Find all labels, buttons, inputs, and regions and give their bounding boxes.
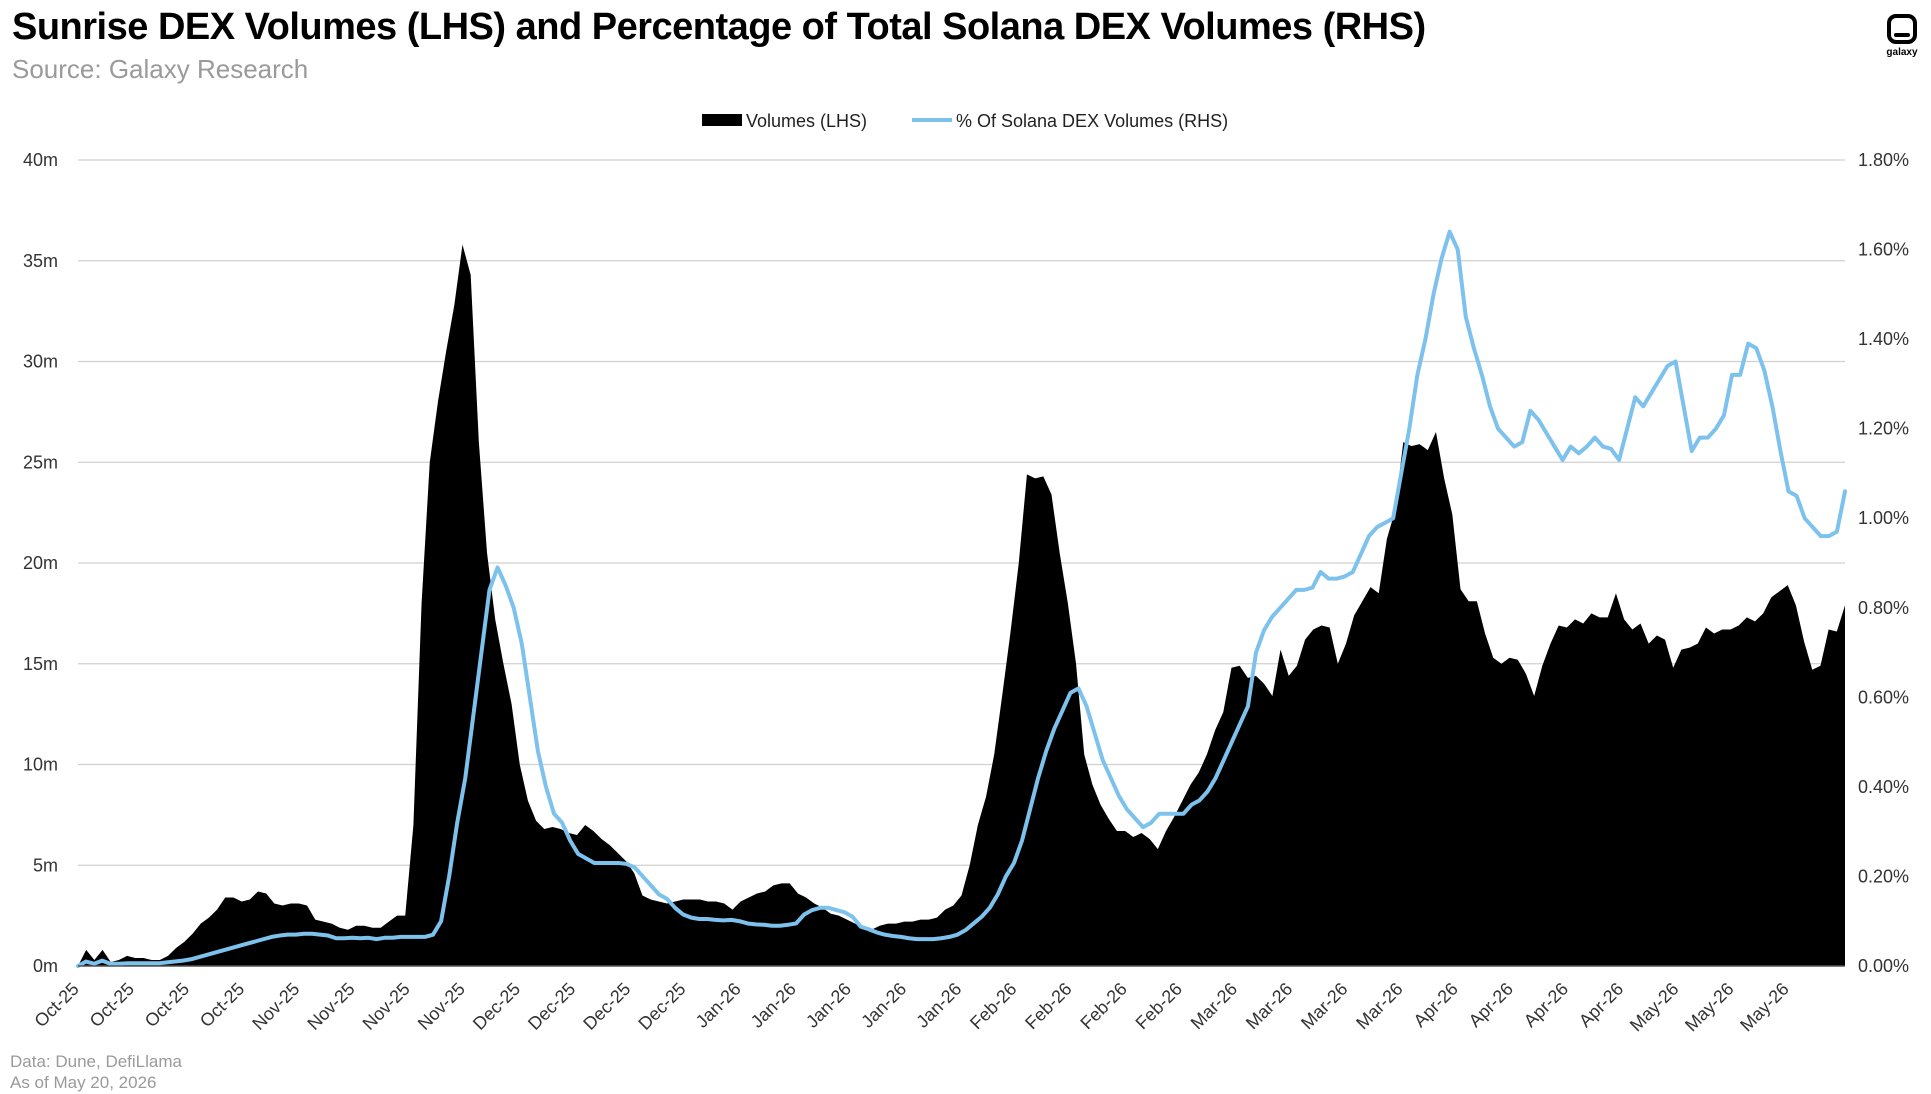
y-right-tick-label: 0.60%	[1858, 687, 1909, 707]
x-tick-label: Dec-25	[469, 979, 524, 1034]
y-right-tick-label: 1.40%	[1858, 329, 1909, 349]
y-right-tick-label: 0.20%	[1858, 866, 1909, 886]
x-tick-label: Apr-26	[1575, 979, 1627, 1031]
x-tick-label: Jan-26	[747, 979, 800, 1032]
x-tick-label: Dec-25	[579, 979, 634, 1034]
y-right-tick-label: 0.00%	[1858, 956, 1909, 976]
y-axis-right: 0.00% 0.20% 0.40% 0.60% 0.80% 1.00% 1.20% 1.40%…	[1858, 150, 1909, 976]
x-tick-label: Jan-26	[692, 979, 745, 1032]
x-tick-label: Oct-25	[86, 979, 138, 1031]
x-tick-label: Feb-26	[1132, 979, 1186, 1033]
y-left-tick-label: 30m	[23, 352, 58, 372]
y-left-tick-label: 25m	[23, 452, 58, 472]
x-tick-label: Dec-25	[524, 979, 579, 1034]
y-right-tick-label: 0.40%	[1858, 777, 1909, 797]
x-tick-label: Nov-25	[414, 979, 469, 1034]
x-axis: Oct-25 Oct-25 Oct-25 Oct-25 Nov-25 Nov-25 Nov-…	[30, 965, 1845, 1036]
percentage-line-layer	[76, 229, 1847, 968]
x-tick-label: Feb-26	[966, 979, 1020, 1033]
y-left-tick-label: 5m	[33, 855, 58, 875]
x-tick-label: May-26	[1626, 979, 1683, 1036]
x-tick-label: Oct-25	[30, 979, 82, 1031]
volume-area-layer	[78, 244, 1845, 966]
galaxy-logo: galaxy	[1882, 14, 1922, 58]
y-left-tick-label: 15m	[23, 654, 58, 674]
x-tick-label: Mar-26	[1297, 979, 1351, 1033]
y-left-tick-label: 10m	[23, 755, 58, 775]
volume-area	[78, 244, 1845, 966]
x-tick-label: Apr-26	[1465, 979, 1517, 1031]
y-left-tick-label: 20m	[23, 553, 58, 573]
y-left-tick-label: 0m	[33, 956, 58, 976]
as-of-note: As of May 20, 2026	[10, 1073, 157, 1092]
x-tick-label: Nov-25	[359, 979, 414, 1034]
x-tick-label: Mar-26	[1352, 979, 1406, 1033]
x-tick-label: Feb-26	[1021, 979, 1075, 1033]
x-tick-label: Jan-26	[912, 979, 965, 1032]
legend-label-volumes: Volumes (LHS)	[746, 111, 867, 131]
y-left-tick-label: 35m	[23, 251, 58, 271]
x-tick-label: May-26	[1736, 979, 1793, 1036]
x-tick-label: Jan-26	[857, 979, 910, 1032]
x-tick-label: Mar-26	[1187, 979, 1241, 1033]
y-left-tick-label: 40m	[23, 150, 58, 170]
legend-label-percentage: % Of Solana DEX Volumes (RHS)	[956, 111, 1228, 131]
y-axis-left: 0m 5m 10m 15m 20m 25m 30m 35m 40m	[23, 150, 58, 976]
x-tick-label: May-26	[1681, 979, 1738, 1036]
chart-subtitle: Source: Galaxy Research	[12, 54, 309, 84]
galaxy-logo-label: galaxy	[1886, 47, 1918, 58]
chart-title: Sunrise DEX Volumes (LHS) and Percentage…	[12, 6, 1426, 48]
y-right-tick-label: 0.80%	[1858, 598, 1909, 618]
x-tick-label: Dec-25	[634, 979, 689, 1034]
y-right-tick-label: 1.60%	[1858, 240, 1909, 260]
percentage-line	[76, 229, 1847, 968]
x-tick-label: Oct-25	[196, 979, 248, 1031]
data-source-note: Data: Dune, DefiLlama	[10, 1052, 182, 1071]
x-tick-label: Feb-26	[1076, 979, 1130, 1033]
legend-swatch-volumes	[702, 114, 742, 126]
y-right-tick-label: 1.80%	[1858, 150, 1909, 170]
galaxy-logo-icon	[1887, 14, 1917, 44]
x-tick-label: Nov-25	[248, 979, 303, 1034]
x-tick-label: Apr-26	[1520, 979, 1572, 1031]
x-tick-label: Nov-25	[303, 979, 358, 1034]
y-right-tick-label: 1.00%	[1858, 508, 1909, 528]
x-tick-label: Oct-25	[141, 979, 193, 1031]
legend: Volumes (LHS) % Of Solana DEX Volumes (RH…	[702, 111, 1228, 131]
x-tick-label: Jan-26	[802, 979, 855, 1032]
x-tick-label: Mar-26	[1242, 979, 1296, 1033]
y-right-tick-label: 1.20%	[1858, 419, 1909, 439]
x-tick-label: Apr-26	[1410, 979, 1462, 1031]
